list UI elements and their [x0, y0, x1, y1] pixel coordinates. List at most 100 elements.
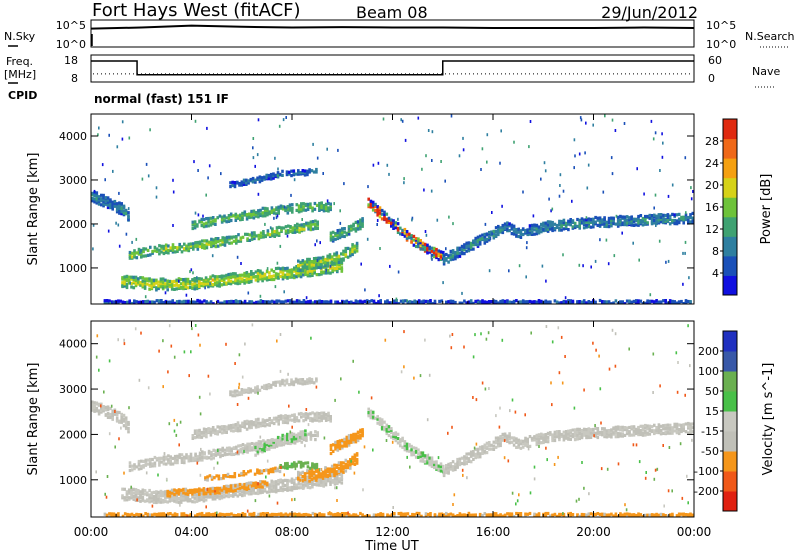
- range-cell: [490, 443, 493, 447]
- range-cell: [257, 512, 260, 516]
- range-cell: [245, 271, 249, 275]
- range-cell: [230, 512, 233, 516]
- range-cell: [308, 377, 311, 381]
- range-cell: [333, 260, 337, 264]
- range-cell: [256, 488, 260, 492]
- range-cell: [396, 226, 400, 231]
- range-cell: [255, 234, 258, 238]
- range-cell: [200, 511, 204, 516]
- range-cell: [315, 481, 319, 485]
- range-cell: [110, 300, 113, 304]
- range-cell: [220, 431, 224, 435]
- range-cell: [491, 211, 493, 214]
- range-cell: [263, 419, 267, 423]
- range-cell: [329, 202, 332, 206]
- range-cell: [272, 172, 275, 176]
- range-cell: [294, 172, 298, 176]
- range-cell: [341, 227, 344, 231]
- range-cell: [306, 469, 309, 473]
- range-cell: [123, 496, 126, 500]
- range-cell: [374, 301, 378, 304]
- range-cell: [590, 265, 592, 269]
- range-cell: [232, 235, 236, 239]
- range-cell: [469, 450, 473, 454]
- range-cell: [270, 488, 273, 492]
- range-cell: [355, 241, 359, 245]
- nave-tick-low: 0: [708, 72, 715, 85]
- range-cell: [330, 472, 334, 476]
- range-cell: [379, 299, 382, 303]
- range-cell: [594, 215, 597, 220]
- range-cell: [223, 219, 226, 223]
- range-cell: [284, 420, 287, 424]
- range-cell: [160, 244, 163, 248]
- range-cell: [347, 436, 351, 440]
- range-cell: [198, 512, 202, 516]
- range-cell: [242, 473, 246, 477]
- range-cell: [278, 124, 281, 128]
- range-cell: [234, 488, 237, 493]
- range-cell: [297, 432, 300, 436]
- range-cell: [528, 232, 532, 236]
- range-cell: [421, 454, 425, 458]
- range-cell: [250, 209, 253, 213]
- range-cell: [421, 244, 425, 248]
- range-cell: [421, 451, 425, 455]
- range-cell: [286, 438, 289, 442]
- range-cell: [433, 462, 436, 467]
- range-cell: [402, 299, 405, 303]
- range-cell: [313, 474, 316, 478]
- range-cell: [187, 459, 191, 463]
- range-cell: [256, 468, 259, 472]
- range-cell: [161, 283, 165, 287]
- range-cell: [355, 458, 359, 462]
- range-cell: [256, 444, 260, 448]
- range-cell: [359, 223, 362, 227]
- range-cell: [191, 500, 194, 504]
- range-cell: [258, 388, 262, 392]
- range-cell: [623, 219, 627, 223]
- range-cell: [160, 515, 163, 517]
- range-cell: [261, 214, 265, 218]
- range-cell: [579, 116, 582, 120]
- range-cell: [137, 498, 140, 502]
- range-cell: [315, 414, 319, 418]
- range-cell: [333, 471, 336, 475]
- range-cell: [204, 279, 208, 283]
- range-cell: [458, 457, 462, 461]
- range-cell: [314, 223, 317, 227]
- range-cell: [234, 212, 238, 216]
- range-cell: [309, 418, 312, 422]
- range-cell: [303, 382, 307, 386]
- range-cell: [198, 240, 202, 244]
- range-cell: [288, 418, 292, 422]
- range-cell: [115, 210, 119, 214]
- range-cell: [320, 270, 323, 274]
- range-cell: [228, 448, 231, 453]
- range-cell: [158, 248, 161, 252]
- range-cell: [281, 275, 285, 279]
- colorbar-segment: [723, 216, 737, 237]
- range-cell: [317, 483, 321, 487]
- range-cell: [281, 419, 285, 424]
- range-cell: [216, 451, 220, 455]
- range-cell: [336, 440, 340, 444]
- range-cell: [331, 230, 335, 234]
- range-cell: [680, 423, 683, 427]
- range-cell: [621, 300, 624, 304]
- range-cell: [173, 493, 176, 497]
- range-cell: [414, 240, 418, 244]
- range-cell: [315, 266, 318, 270]
- range-cell: [236, 484, 240, 489]
- range-cell: [288, 172, 291, 176]
- range-cell: [420, 300, 423, 304]
- range-cell: [396, 437, 400, 441]
- range-cell: [155, 494, 158, 498]
- range-cell: [290, 462, 294, 466]
- range-cell: [240, 471, 243, 476]
- range-cell: [644, 423, 647, 428]
- range-cell: [203, 456, 206, 460]
- range-cell: [296, 227, 299, 231]
- range-cell: [286, 207, 290, 211]
- range-cell: [256, 153, 259, 157]
